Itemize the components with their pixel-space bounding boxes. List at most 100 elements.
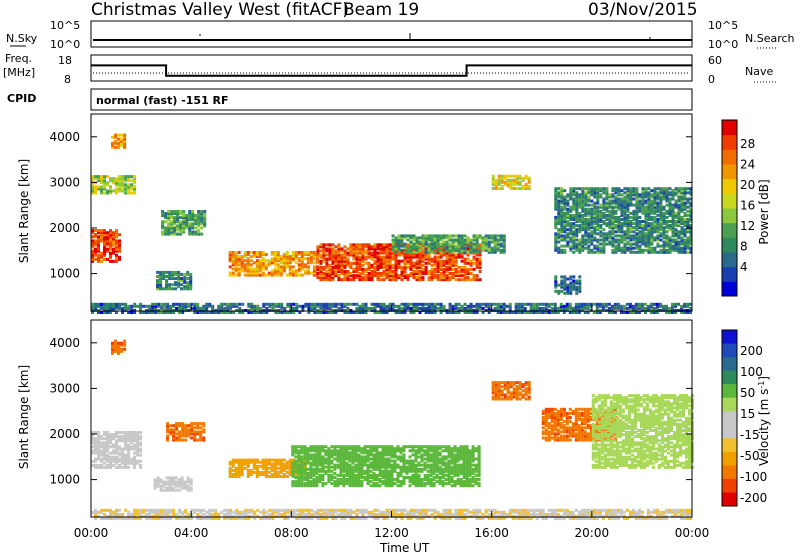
data-cell	[364, 257, 368, 261]
data-cell	[294, 482, 298, 486]
data-cell	[599, 215, 603, 219]
data-cell	[121, 181, 125, 185]
data-cell	[331, 259, 335, 263]
data-cell	[596, 207, 600, 211]
data-cell	[448, 242, 452, 246]
data-cell	[103, 449, 106, 453]
data-cell	[351, 457, 355, 461]
data-cell	[689, 242, 693, 246]
data-cell	[554, 222, 558, 226]
data-cell	[475, 253, 479, 257]
data-cell	[168, 287, 172, 291]
data-cell	[349, 278, 353, 282]
data-cell	[174, 480, 178, 484]
data-cell	[191, 216, 195, 220]
data-cell	[448, 253, 452, 257]
data-cell	[581, 244, 585, 248]
data-cell	[614, 215, 618, 219]
data-cell	[665, 308, 668, 312]
data-cell	[590, 224, 594, 228]
data-cell	[358, 272, 362, 275]
data-cell	[202, 306, 206, 310]
data-cell	[409, 267, 413, 271]
data-cell	[596, 226, 600, 230]
data-cell	[318, 478, 322, 481]
data-cell	[590, 187, 594, 191]
data-cell	[484, 234, 488, 238]
data-cell	[575, 209, 579, 213]
data-cell	[653, 211, 657, 215]
data-cell	[665, 211, 669, 215]
data-cell	[303, 453, 307, 457]
data-cell	[115, 451, 118, 455]
data-cell	[115, 249, 118, 253]
data-cell	[659, 189, 663, 193]
data-cell	[502, 236, 506, 240]
data-cell	[584, 232, 588, 236]
data-cell	[623, 222, 627, 226]
data-cell	[349, 272, 353, 275]
data-cell	[118, 249, 121, 253]
data-cell	[430, 263, 434, 267]
data-cell	[634, 306, 638, 310]
data-cell	[355, 308, 359, 312]
data-cell	[106, 457, 109, 461]
data-cell	[378, 445, 382, 449]
data-cell	[653, 236, 657, 240]
data-cell	[445, 240, 449, 244]
data-cell	[200, 212, 204, 215]
data-cell	[563, 283, 567, 287]
data-cell	[228, 255, 232, 259]
data-cell	[177, 480, 181, 484]
data-cell	[379, 259, 383, 263]
data-cell	[433, 257, 437, 261]
data-cell	[647, 191, 651, 195]
data-cell	[466, 267, 470, 271]
data-cell	[183, 279, 187, 283]
data-cell	[336, 480, 340, 484]
data-cell	[372, 455, 376, 459]
data-cell	[599, 238, 603, 242]
data-cell	[231, 473, 235, 476]
data-cell	[97, 437, 100, 441]
data-cell	[424, 248, 428, 252]
data-cell	[328, 253, 332, 257]
data-cell	[442, 236, 446, 240]
data-cell	[118, 257, 121, 261]
data-cell	[188, 224, 192, 228]
data-cell	[433, 270, 437, 273]
data-cell	[653, 189, 657, 193]
data-cell	[593, 218, 597, 221]
data-cell	[381, 463, 385, 467]
data-cell	[226, 302, 230, 306]
data-cell	[167, 226, 171, 230]
data-cell	[118, 447, 121, 451]
data-cell	[364, 278, 368, 282]
data-cell	[112, 463, 115, 467]
data-cell	[689, 246, 693, 250]
data-cell	[394, 276, 398, 280]
data-cell	[418, 265, 422, 269]
data-cell	[590, 230, 594, 234]
data-cell	[614, 187, 618, 191]
data-cell	[246, 253, 250, 257]
data-cell	[647, 232, 651, 236]
data-cell	[231, 271, 235, 275]
data-cell	[575, 215, 579, 219]
data-cell	[118, 245, 121, 249]
data-cell	[680, 304, 683, 308]
data-cell	[436, 278, 440, 282]
data-cell	[325, 263, 329, 267]
data-cell	[273, 464, 277, 468]
data-cell	[640, 308, 644, 312]
data-cell	[94, 249, 97, 253]
data-cell	[439, 244, 443, 248]
data-cell	[560, 250, 564, 254]
data-cell	[575, 287, 579, 291]
data-cell	[689, 308, 692, 312]
data-cell	[370, 306, 374, 310]
data-cell	[91, 229, 94, 233]
data-cell	[496, 238, 500, 242]
data-cell	[354, 463, 358, 467]
data-cell	[261, 259, 265, 263]
